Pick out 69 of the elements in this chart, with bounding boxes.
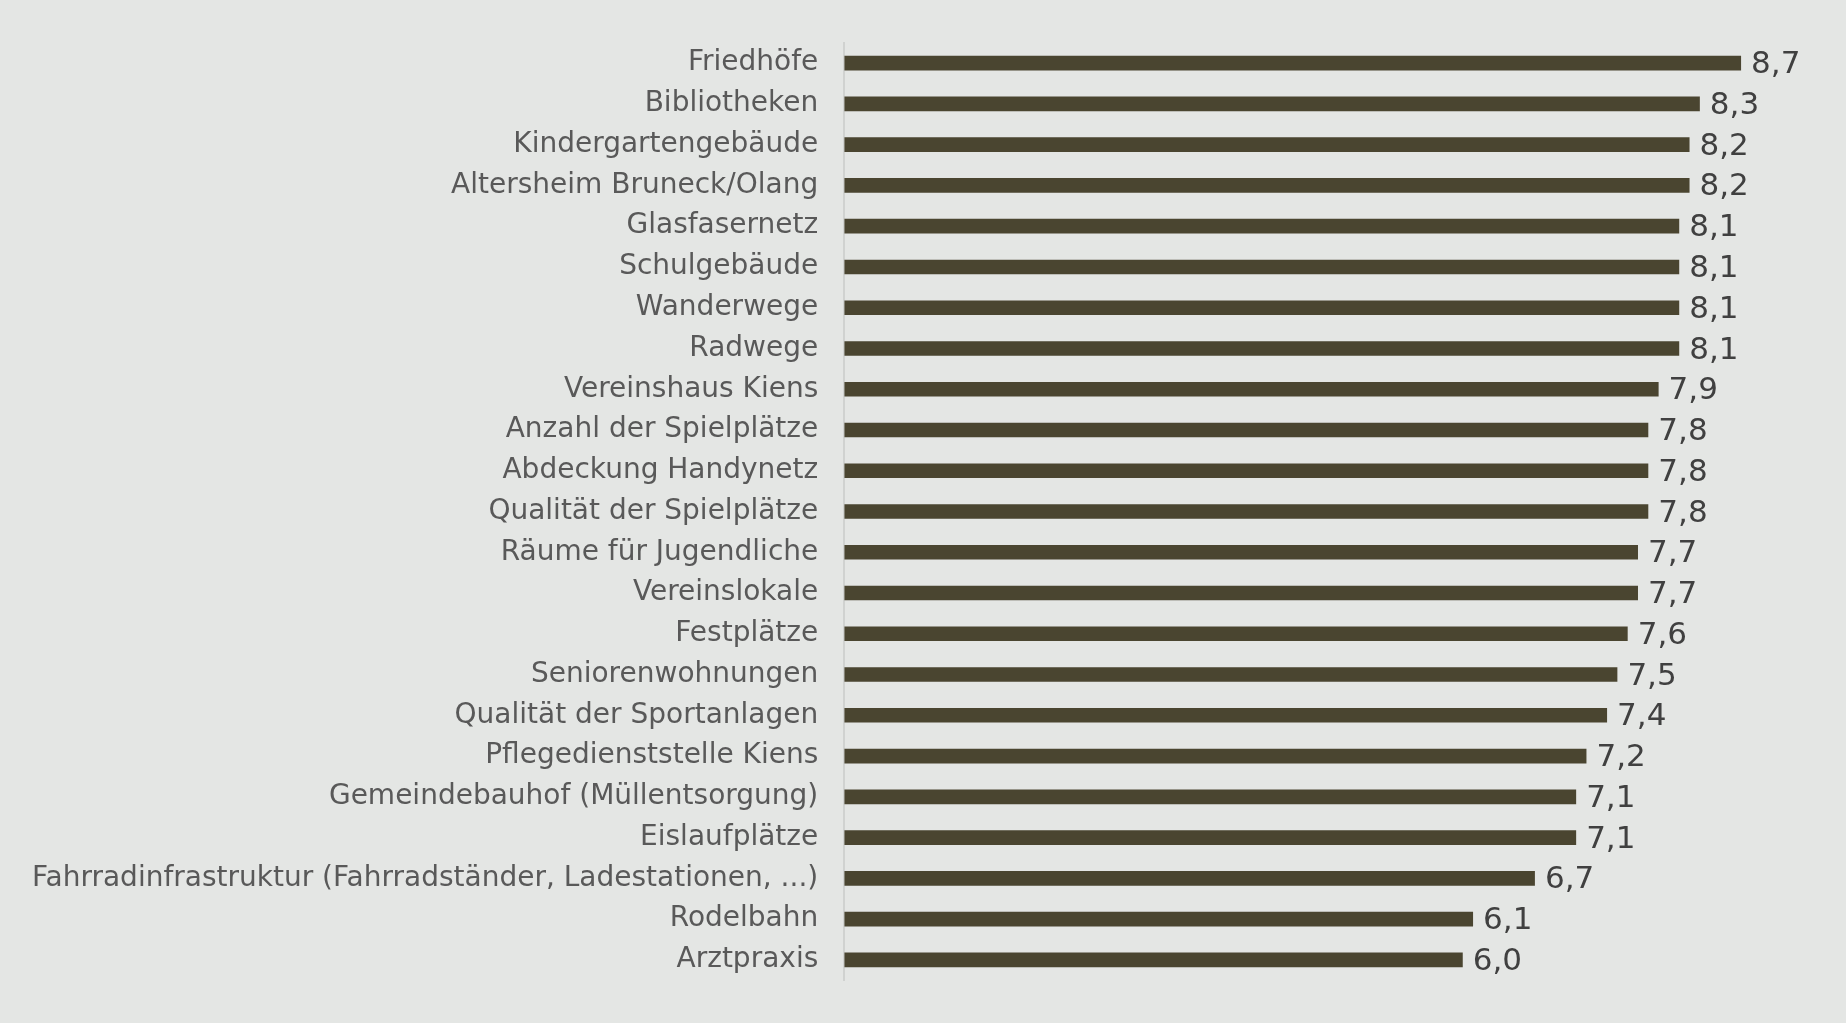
bar [844, 830, 1577, 845]
y-tick-label: Qualität der Spielplätze [488, 492, 819, 526]
bar [844, 504, 1649, 519]
data-label: 8,1 [1689, 207, 1739, 244]
data-label: 6,1 [1483, 900, 1533, 937]
y-tick-label: Schulgebäude [619, 248, 819, 282]
data-label: 8,1 [1689, 329, 1739, 366]
data-label: 7,1 [1586, 777, 1636, 814]
bar [844, 422, 1649, 438]
bar [844, 259, 1680, 275]
bar [844, 381, 1659, 397]
data-label: 7,9 [1668, 370, 1718, 407]
y-tick-label: Arztpraxis [676, 941, 819, 975]
y-tick-label: Räume für Jugendliche [500, 533, 819, 567]
bar [844, 218, 1680, 234]
data-label: 6,0 [1472, 940, 1523, 977]
y-tick-label: Gemeindebauhof (Müllentsorgung) [328, 778, 819, 812]
data-label: 7,5 [1627, 655, 1677, 692]
data-label: 7,8 [1658, 492, 1708, 529]
data-label: 7,7 [1647, 533, 1698, 570]
y-tick-label: Altersheim Bruneck/Olang [451, 166, 819, 200]
bar [844, 178, 1690, 193]
bar [844, 911, 1474, 927]
data-label: 7,1 [1586, 818, 1636, 855]
y-tick-label: Radwege [689, 329, 819, 363]
y-tick-label: Kindergartengebäude [513, 125, 819, 159]
bar [844, 952, 1463, 968]
y-tick-label: Glasfasernetz [626, 207, 819, 241]
bar [844, 585, 1638, 601]
bar [844, 870, 1535, 886]
bar [844, 55, 1742, 71]
y-tick-label: Rodelbahn [669, 900, 819, 934]
y-tick-label: Qualität der Sportanlagen [454, 696, 819, 730]
data-label: 6,7 [1544, 859, 1595, 896]
data-label: 7,4 [1617, 696, 1667, 733]
y-tick-label: Vereinslokale [633, 574, 819, 608]
bar [844, 748, 1587, 764]
y-tick-label: Bibliotheken [644, 85, 819, 119]
data-label: 7,2 [1596, 737, 1646, 774]
y-tick-label: Fahrradinfrastruktur (Fahrradständer, Ladestationen, ...) [31, 859, 819, 893]
data-label: 7,8 [1658, 411, 1708, 448]
bar [844, 137, 1690, 153]
bar [844, 789, 1577, 805]
bar [844, 300, 1680, 316]
bar [844, 463, 1649, 479]
data-label: 7,8 [1658, 451, 1708, 488]
data-label: 8,2 [1699, 125, 1749, 162]
y-tick-label: Friedhöfe [687, 44, 819, 78]
data-label: 8,2 [1699, 166, 1749, 203]
data-label: 7,7 [1647, 574, 1698, 611]
bar [844, 544, 1638, 560]
y-tick-label: Wanderwege [635, 289, 819, 322]
data-label: 8,7 [1751, 44, 1801, 81]
y-tick-label: Vereinshaus Kiens [563, 370, 819, 404]
data-label: 8,1 [1689, 248, 1739, 285]
bar [844, 707, 1608, 723]
y-tick-label: Abdeckung Handynetz [502, 452, 819, 486]
bar [844, 667, 1618, 682]
y-tick-label: Eislaufplätze [640, 818, 819, 852]
bar [844, 341, 1680, 356]
y-tick-label: Festplätze [675, 615, 819, 649]
bar [844, 96, 1700, 112]
data-label: 7,6 [1637, 614, 1687, 651]
bar [844, 626, 1628, 642]
y-tick-label: Pflegedienststelle Kiens [485, 737, 819, 771]
data-label: 8,3 [1709, 84, 1760, 121]
y-tick-label: Anzahl der Spielplätze [505, 411, 819, 445]
data-label: 8,1 [1689, 288, 1739, 325]
y-tick-label: Seniorenwohnungen [530, 655, 819, 689]
